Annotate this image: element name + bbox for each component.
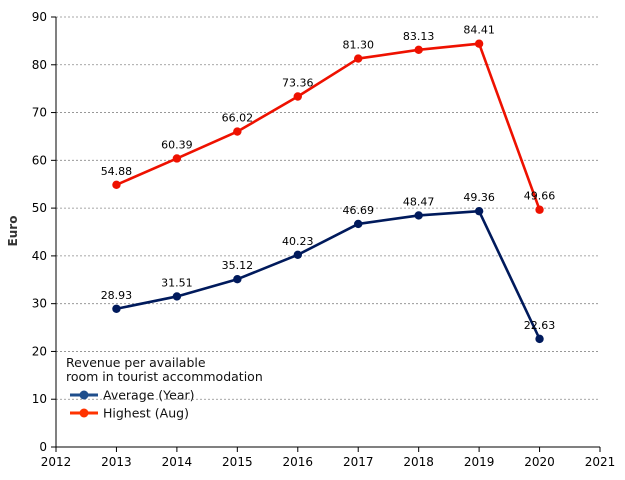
data-point-s1-2014: [172, 154, 182, 163]
x-tick-label-2020: 2020: [524, 455, 555, 469]
y-tick-label-10: 10: [32, 392, 47, 406]
data-point-s1-2019: [474, 39, 484, 48]
data-label-s0-2019: 49.36: [463, 191, 495, 204]
data-label-s0-2016: 40.23: [282, 235, 314, 248]
y-axis-title: Euro: [6, 216, 20, 247]
y-tick-label-30: 30: [32, 297, 47, 311]
data-point-s0-2016: [293, 250, 302, 259]
legend-swatch-marker-1: [79, 408, 89, 418]
x-tick-label-2017: 2017: [343, 455, 374, 469]
legend-title-line-1: Revenue per available: [66, 355, 206, 370]
y-tick-label-70: 70: [32, 106, 47, 120]
data-label-s1-2015: 66.02: [222, 112, 254, 125]
data-label-s0-2018: 48.47: [403, 195, 435, 208]
data-point-s1-2020: [535, 205, 544, 214]
x-tick-label-2015: 2015: [222, 455, 253, 469]
data-point-s0-2017: [354, 219, 363, 229]
data-label-s1-2018: 83.13: [403, 30, 435, 43]
data-label-s1-2019: 84.41: [463, 24, 495, 37]
y-tick-label-90: 90: [32, 10, 47, 24]
data-label-s1-2014: 60.39: [161, 138, 193, 151]
data-point-s1-2015: [233, 127, 242, 136]
x-tick-label-2018: 2018: [403, 455, 434, 469]
y-tick-label-40: 40: [32, 249, 47, 263]
data-label-s1-2017: 81.30: [342, 39, 374, 52]
data-point-s1-2018: [414, 45, 423, 55]
legend-title-line-2: room in tourist accommodation: [66, 369, 263, 384]
data-label-s1-2013: 54.88: [101, 165, 133, 178]
data-labels-layer: 28.93 31.51 35.12 40.23 46.69 48.47 49.36 22.63…: [101, 24, 556, 332]
legend-label-1: Highest (Aug): [103, 406, 189, 421]
series-line-1: [115, 42, 541, 211]
data-point-s0-2019: [474, 206, 484, 216]
axes-layer: 0 10 20 30 40 50 60 70 80 90 2012 2013 2014 2015 2016 2…: [32, 10, 616, 469]
data-point-s1-2016: [293, 92, 302, 101]
data-label-s1-2020: 49.66: [524, 190, 556, 203]
data-point-s0-2018: [414, 211, 423, 220]
data-label-s0-2017: 46.69: [342, 204, 374, 217]
y-tick-label-50: 50: [32, 201, 47, 215]
x-tick-label-2014: 2014: [162, 455, 193, 469]
y-tick-label-20: 20: [32, 344, 47, 358]
y-tick-label-60: 60: [32, 153, 47, 167]
x-tick-label-2016: 2016: [283, 455, 314, 469]
data-point-s1-2013: [112, 180, 121, 189]
data-label-s0-2014: 31.51: [161, 276, 193, 289]
data-label-s0-2013: 28.93: [101, 289, 133, 302]
data-point-s0-2014: [172, 292, 182, 301]
data-point-s0-2013: [112, 304, 121, 313]
x-tick-label-2012: 2012: [41, 455, 72, 469]
data-label-s0-2020: 22.63: [524, 319, 556, 332]
x-tick-label-2021: 2021: [585, 455, 616, 469]
data-label-s1-2016: 73.36: [282, 77, 314, 90]
y-tick-label-80: 80: [32, 58, 47, 72]
data-point-s0-2015: [233, 275, 242, 284]
data-label-s0-2015: 35.12: [222, 259, 254, 272]
series-line-0: [116, 209, 541, 340]
data-point-s1-2017: [354, 54, 363, 63]
x-tick-label-2019: 2019: [464, 455, 495, 469]
legend: Revenue per available room in tourist ac…: [66, 355, 263, 421]
legend-swatch-marker-0: [79, 390, 89, 400]
grid-layer: [56, 16, 600, 400]
data-point-s0-2020: [535, 334, 544, 344]
series-layer: [112, 39, 544, 344]
y-tick-label-0: 0: [39, 440, 47, 454]
legend-label-0: Average (Year): [103, 388, 195, 403]
x-tick-label-2013: 2013: [101, 455, 132, 469]
